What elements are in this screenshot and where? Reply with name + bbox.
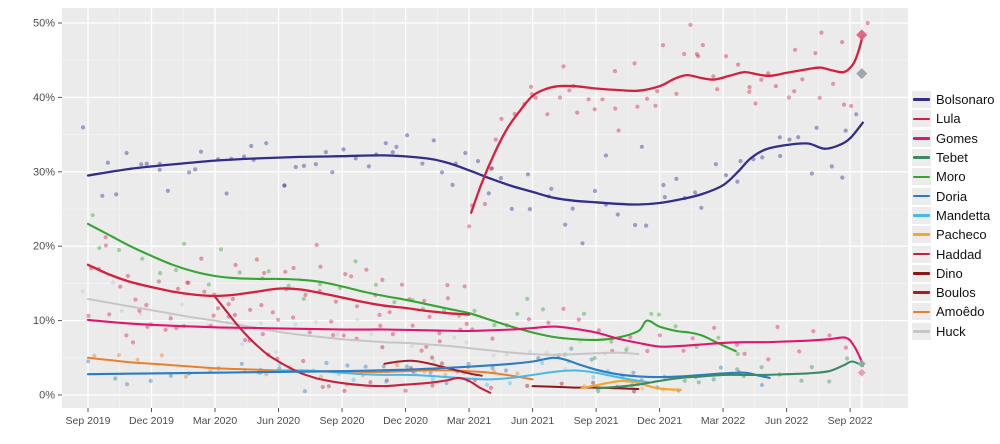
legend-item-tebet: Tebet: [912, 148, 995, 167]
legend-key-swatch: [912, 149, 931, 167]
legend-label: Pacheco: [936, 227, 987, 243]
y-axis-tick-label: 50%: [33, 18, 55, 30]
plot-panel: [62, 8, 908, 408]
x-axis-tick-label: Sep 2022: [828, 415, 873, 427]
x-axis-tick-label: Mar 2021: [447, 415, 492, 427]
legend-item-doria: Doria: [912, 186, 995, 205]
legend-item-dino: Dino: [912, 264, 995, 283]
legend-key-swatch: [912, 91, 931, 109]
legend-key-swatch: [912, 206, 931, 224]
legend-label: Tebet: [936, 150, 968, 166]
legend-label: Haddad: [936, 246, 982, 262]
legend-key-swatch: [912, 187, 931, 205]
trend-line-gomes: [86, 318, 864, 365]
legend-line-icon: [913, 214, 930, 217]
legend-line-icon: [913, 156, 930, 159]
legend-label: Mandetta: [936, 207, 991, 223]
x-axis-tick-label: Mar 2020: [193, 415, 238, 427]
trend-line-huck: [87, 298, 640, 356]
legend-item-pacheco: Pacheco: [912, 225, 995, 244]
legend-label: Lula: [936, 111, 961, 127]
trend-line-pacheco: [580, 379, 682, 391]
x-axis-tick-label: Jun 2021: [511, 415, 554, 427]
result-marker-lula: [856, 29, 868, 41]
legend-line-icon: [913, 310, 930, 314]
legend-item-mandetta: Mandetta: [912, 206, 995, 225]
legend-label: Boulos: [936, 285, 976, 301]
x-axis-tick-label: Sep 2021: [574, 415, 619, 427]
trend-line-bolsonaro: [86, 121, 864, 206]
axis-labels: 0% 10% 20% 30% 40% 50% Sep 2019 Dec 2019 Mar 202…: [33, 18, 873, 428]
trend-line-haddad: [213, 295, 492, 394]
legend-item-amoêdo: Amoêdo: [912, 302, 995, 321]
legend-line-icon: [913, 291, 930, 294]
election-result-markers: [856, 29, 868, 377]
legend-item-gomes: Gomes: [912, 129, 995, 148]
y-axis-tick-label: 40%: [33, 92, 55, 104]
legend-label: Bolsonaro: [936, 92, 995, 108]
result-marker-gomes: [857, 368, 866, 377]
legend-label: Dino: [936, 265, 963, 281]
legend-item-bolsonaro: Bolsonaro: [912, 90, 995, 109]
x-axis-tick-label: Jun 2022: [765, 415, 808, 427]
x-axis-tick-label: Dec 2019: [129, 415, 174, 427]
legend-label: Moro: [936, 169, 966, 185]
trend-line-doria: [86, 356, 771, 379]
y-axis-tick-label: 20%: [33, 241, 55, 253]
legend-key-swatch: [912, 303, 931, 321]
legend-line-icon: [913, 117, 930, 121]
legend-key-swatch: [912, 264, 931, 282]
result-marker-bolsonaro: [856, 68, 868, 80]
legend-item-lula: Lula: [912, 109, 995, 128]
trend-line-boulos: [383, 359, 483, 377]
trend-line-tebet: [595, 360, 864, 390]
legend-line-icon: [913, 175, 930, 179]
legend-item-boulos: Boulos: [912, 283, 995, 302]
legend-item-huck: Huck: [912, 322, 995, 341]
y-axis-tick-label: 30%: [33, 166, 55, 178]
legend-line-icon: [913, 233, 930, 237]
trend-lines: [86, 34, 864, 394]
legend-key-swatch: [912, 110, 931, 128]
legend-line-icon: [913, 98, 930, 101]
legend-label: Huck: [936, 323, 966, 339]
legend-label: Doria: [936, 188, 968, 204]
legend-key-swatch: [912, 322, 931, 340]
y-axis-tick-label: 0%: [39, 390, 55, 402]
legend-line-icon: [913, 136, 930, 140]
legend-line-icon: [913, 272, 930, 275]
legend-line-icon: [913, 252, 930, 256]
legend-item-haddad: Haddad: [912, 244, 995, 263]
legend-key-swatch: [912, 129, 931, 147]
x-axis-tick-label: Dec 2020: [383, 415, 428, 427]
result-marker-tebet: [857, 359, 866, 368]
legend-key-swatch: [912, 168, 931, 186]
x-axis-tick-label: Jun 2020: [257, 415, 300, 427]
legend-line-icon: [913, 194, 930, 198]
legend-line-icon: [913, 329, 930, 333]
x-axis-tick-label: Sep 2020: [320, 415, 365, 427]
trend-line-lula: [86, 263, 471, 316]
trend-line-moro: [86, 222, 737, 353]
legend-label: Gomes: [936, 130, 978, 146]
x-axis-tick-label: Dec 2021: [637, 415, 682, 427]
chart-legend: Bolsonaro Lula Gomes Tebet Moro Doria Mandetta…: [912, 90, 995, 341]
legend-key-swatch: [912, 284, 931, 302]
trend-line-lula: [470, 34, 864, 214]
legend-item-moro: Moro: [912, 167, 995, 186]
x-axis-tick-label: Sep 2019: [66, 415, 111, 427]
y-axis-tick-label: 10%: [33, 315, 55, 327]
x-axis-tick-label: Mar 2022: [701, 415, 746, 427]
legend-key-swatch: [912, 226, 931, 244]
legend-key-swatch: [912, 245, 931, 263]
legend-label: Amoêdo: [936, 304, 985, 320]
